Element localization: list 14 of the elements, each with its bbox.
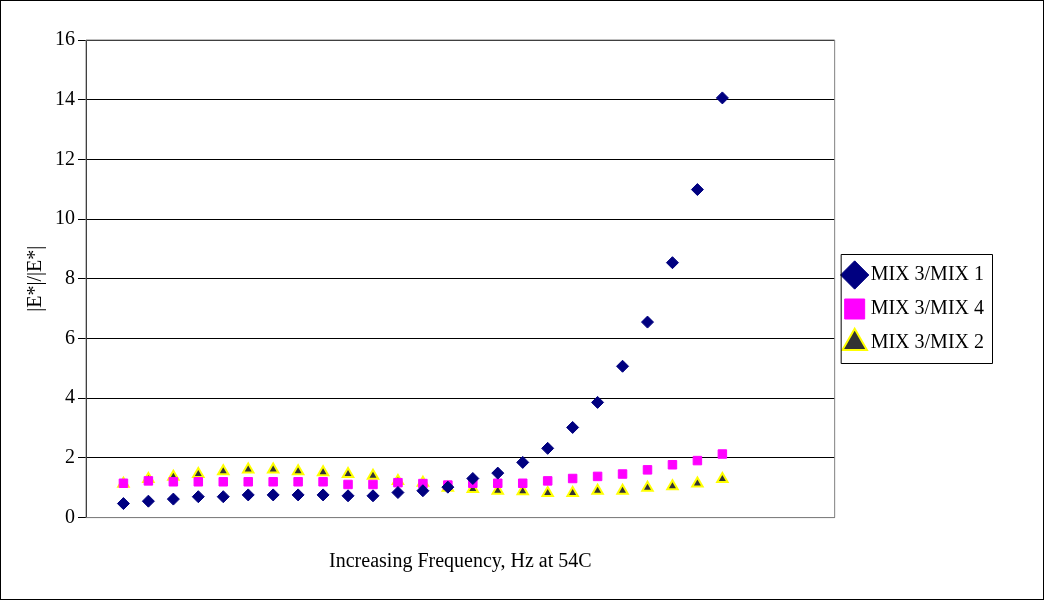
y-tick-label: 14 xyxy=(55,86,75,109)
x-axis-title: Increasing Frequency, Hz at 54C xyxy=(329,549,592,573)
y-tick-label: 4 xyxy=(65,385,75,408)
y-tick-label: 12 xyxy=(55,146,75,169)
y-tick-label: 10 xyxy=(55,206,75,229)
y-tick-label: 2 xyxy=(65,445,75,468)
y-tick-label: 0 xyxy=(65,504,75,527)
y-tick-label: 16 xyxy=(55,27,75,50)
y-axis-title: |E*|/|E*| xyxy=(23,245,47,312)
y-tick-label: 8 xyxy=(65,266,75,289)
legend-label: MIX 3/MIX 1 xyxy=(870,262,985,285)
legend-label: MIX 3/MIX 4 xyxy=(870,296,985,319)
y-tick-label: 6 xyxy=(65,325,75,348)
legend-label: MIX 3/MIX 2 xyxy=(870,330,985,353)
